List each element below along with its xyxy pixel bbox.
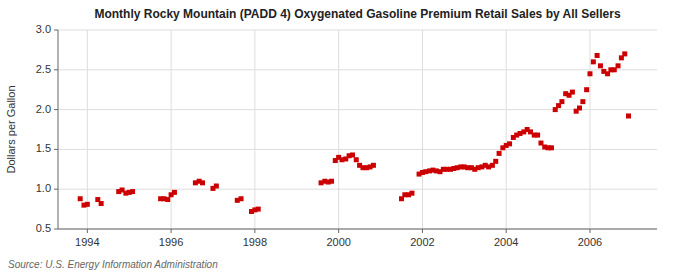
x-grid-line xyxy=(422,30,423,229)
point xyxy=(354,157,359,162)
point xyxy=(535,133,540,138)
x-tick xyxy=(87,229,88,233)
points xyxy=(78,51,631,214)
point xyxy=(626,113,631,118)
y-tick xyxy=(54,189,58,190)
y-tick xyxy=(54,30,58,31)
y-axis-label: Dollars per Gallon xyxy=(5,85,17,173)
source-note: Source: U.S. Energy Information Administ… xyxy=(8,259,218,270)
point xyxy=(549,145,554,150)
y-grid-line xyxy=(58,229,657,230)
x-tick xyxy=(589,229,590,233)
point xyxy=(409,191,414,196)
point xyxy=(99,201,104,206)
chart-container: 0.5 1.0 1.5 2.0 2.5 3.0 1994 1996 1998 2000 2002 20… xyxy=(0,0,675,275)
y-tick xyxy=(54,149,58,150)
x-axis-line xyxy=(58,229,657,230)
y-tick-label: 2.5 xyxy=(36,63,51,75)
x-tick xyxy=(254,229,255,233)
x-tick-label: 2002 xyxy=(410,236,434,248)
point xyxy=(595,53,600,58)
x-tick xyxy=(171,229,172,233)
point xyxy=(172,190,177,195)
x-tick-label: 1998 xyxy=(243,236,267,248)
x-grid-line xyxy=(87,30,88,229)
point xyxy=(598,63,603,68)
title: Monthly Rocky Mountain (PADD 4) Oxygenat… xyxy=(94,7,620,21)
x-grid-line xyxy=(338,30,339,229)
x-tick-label: 2004 xyxy=(494,236,518,248)
x-tick-label: 1996 xyxy=(159,236,183,248)
y-tick-label: 1.0 xyxy=(36,182,51,194)
y-grid-line xyxy=(58,149,657,150)
point xyxy=(165,197,170,202)
point xyxy=(130,189,135,194)
x-tick-label: 1994 xyxy=(75,236,99,248)
point xyxy=(570,90,575,95)
x-tick-label: 2006 xyxy=(578,236,602,248)
y-tick-label: 2.0 xyxy=(36,103,51,115)
point xyxy=(493,159,498,164)
point xyxy=(329,179,334,184)
chart-svg: 0.5 1.0 1.5 2.0 2.5 3.0 1994 1996 1998 2000 2002 20… xyxy=(0,0,675,275)
point xyxy=(85,202,90,207)
point xyxy=(584,87,589,92)
y-tick xyxy=(54,69,58,70)
point xyxy=(350,152,355,157)
point xyxy=(616,63,621,68)
y-grid-line xyxy=(58,189,657,190)
point xyxy=(214,184,219,189)
point xyxy=(200,180,205,185)
y-tick-label: 3.0 xyxy=(36,23,51,35)
point xyxy=(580,99,585,104)
point xyxy=(371,163,376,168)
axes: 0.5 1.0 1.5 2.0 2.5 3.0 1994 1996 1998 2000 2002 20… xyxy=(36,23,657,248)
x-tick xyxy=(422,229,423,233)
y-axis-line xyxy=(58,30,59,229)
x-tick-label: 2000 xyxy=(326,236,350,248)
point xyxy=(559,99,564,104)
x-grid-line xyxy=(254,30,255,229)
y-grid-line xyxy=(58,109,657,110)
y-tick-label: 1.5 xyxy=(36,142,51,154)
y-grid-line xyxy=(58,69,657,70)
point xyxy=(239,196,244,201)
y-grid-line xyxy=(58,30,657,31)
point xyxy=(507,141,512,146)
point xyxy=(587,71,592,76)
x-grid-line xyxy=(589,30,590,229)
point xyxy=(577,106,582,111)
x-tick xyxy=(506,229,507,233)
y-tick xyxy=(54,109,58,110)
y-tick-label: 0.5 xyxy=(36,222,51,234)
point xyxy=(78,196,83,201)
grid xyxy=(58,30,657,229)
x-tick xyxy=(338,229,339,233)
point xyxy=(622,51,627,56)
y-tick xyxy=(54,229,58,230)
x-grid-line xyxy=(506,30,507,229)
point xyxy=(591,59,596,64)
point xyxy=(256,207,261,212)
point xyxy=(497,151,502,156)
x-grid-line xyxy=(171,30,172,229)
